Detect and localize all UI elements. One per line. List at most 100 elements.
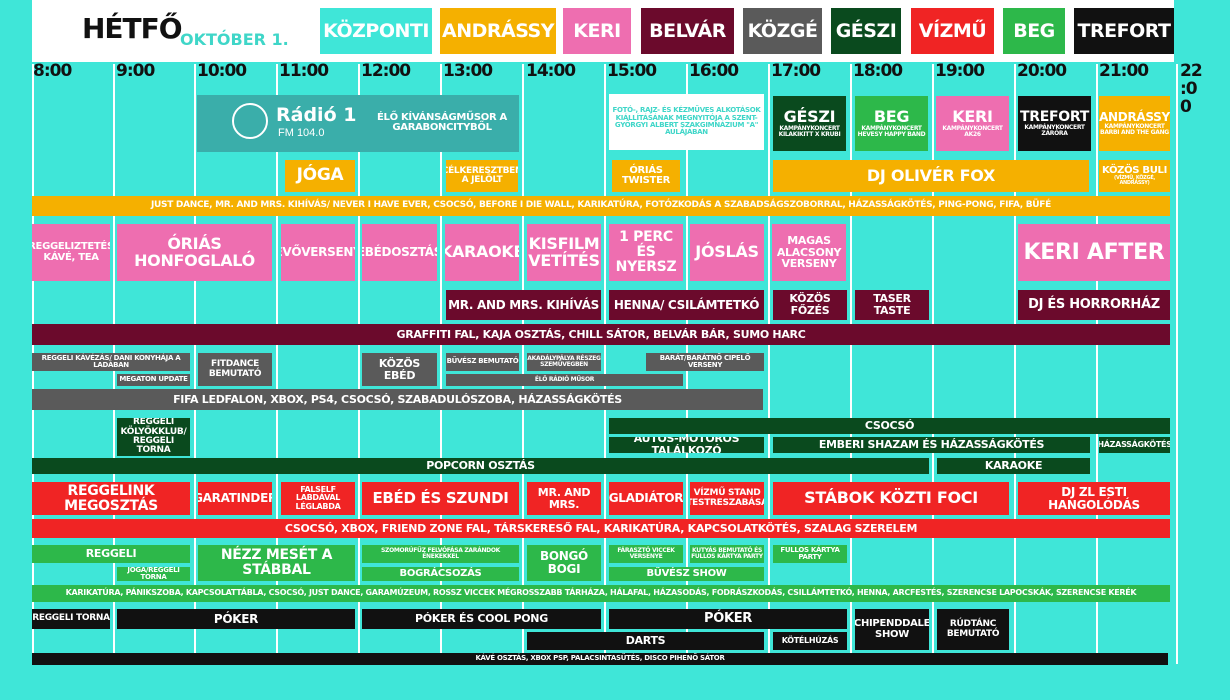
beg-bogracsozas[interactable]: BOGRÁCSOZÁS [362, 567, 519, 581]
belvar-event[interactable]: TASER TASTE [855, 290, 929, 320]
vizmu-event[interactable]: STÁBOK KÖZTI FOCI [773, 482, 1009, 515]
kozge-megaton[interactable]: MEGATON UPDATE [117, 374, 190, 386]
vizmu-event[interactable]: FALSELF LABDÁVAL LÉGLABDA [281, 482, 355, 515]
belvar-event[interactable]: DJ ÉS HORRORHÁZ [1018, 290, 1170, 320]
celkeresztben-event[interactable]: CÉLKERESZTBEN A JELÖLT [446, 160, 518, 192]
tab-beg[interactable]: BEG [1003, 8, 1065, 54]
tab-andrassy[interactable]: ANDRÁSSY [440, 8, 556, 54]
keri-event[interactable]: ÓRIÁS HONFOGLALÓ [117, 224, 272, 281]
kozge-fitdance[interactable]: FITDANCE BEMUTATÓ [198, 353, 272, 386]
geszi-autos[interactable]: AUTÓS-MOTOROS TALÁLKOZÓ [609, 437, 764, 453]
beg-szomorufuz[interactable]: SZOMORÚFŰZ FELVÓFÁSA ZARÁNDOK ÉNEKEKKEL [362, 545, 519, 563]
geszi-csocso[interactable]: CSOCSÓ [609, 418, 1170, 434]
geszi-concert-title: GÉSZI [783, 106, 836, 126]
andrassy-bar[interactable]: JUST DANCE, MR. AND MRS. KIHÍVÁS/ NEVER … [32, 196, 1170, 216]
keri-event[interactable]: REGGELIZTETÉS KÁVÉ, TEA [32, 224, 110, 281]
trefort-poker-cool[interactable]: PÓKER ÉS COOL PONG [362, 609, 601, 629]
kozge-buvesz[interactable]: BŰVÉSZ BEMUTATÓ [446, 353, 519, 371]
keri-event[interactable]: EVŐVERSENY [281, 224, 355, 281]
geszi-popcorn[interactable]: POPCORN OSZTÁS [32, 458, 929, 474]
tab-geszi[interactable]: GÉSZI [831, 8, 901, 54]
hour-label: 13:00 [443, 61, 493, 81]
beg-bar[interactable]: KARIKATÚRA, PÁNIKSZOBA, KAPCSOLATTÁBLA, … [32, 585, 1170, 602]
geszi-karaoke[interactable]: KARAOKE [937, 458, 1090, 474]
hour-gridline [194, 64, 196, 664]
hour-gridline [440, 64, 442, 664]
tab-kozponti[interactable]: KÖZPONTI [320, 8, 432, 54]
dj-oliver-event[interactable]: DJ OLIVÉR FOX [773, 160, 1089, 192]
hour-gridline [276, 64, 278, 664]
orias-twister-event[interactable]: ÓRIÁS TWISTER [612, 160, 680, 192]
kozge-barat[interactable]: BARÁT/BARÁTNŐ CIPELŐ VERSENY [646, 353, 764, 371]
tab-trefort[interactable]: TREFORT [1074, 8, 1174, 54]
trefort-bar[interactable]: KÁVÉ OSZTÁS, XBOX PSP, PALACSINTASÜTÉS, … [32, 653, 1168, 665]
hour-gridline [1096, 64, 1098, 664]
geszi-shazam[interactable]: EMBERI SHAZAM ÉS HÁZASSÁGKÖTÉS [773, 437, 1090, 453]
day-title: HÉTFŐ [82, 12, 183, 45]
vizmu-event[interactable]: GLADIÁTOR [609, 482, 683, 515]
beg-concert-sub: KAMPÁNYKONCERT HEVESY HAPPY BAND [857, 124, 926, 138]
keri-event[interactable]: EBÉDOSZTÁS [362, 224, 437, 281]
vizmu-event[interactable]: REGGELINK MEGOSZTÁS [32, 482, 190, 515]
kozge-reggeli-kavezas[interactable]: REGGELI KÁVÉZÁS/ DANI KONYHÁJA A LADÁBAN [32, 353, 190, 371]
trefort-kotelhuzas[interactable]: KÖTÉLHÚZÁS [773, 632, 847, 650]
kozge-kozos-ebed[interactable]: KÖZÖS EBÉD [362, 353, 437, 386]
beg-reggeli[interactable]: REGGELI [32, 545, 190, 563]
keri-event[interactable]: KARAOKE [445, 224, 519, 281]
joga-event[interactable]: JÓGA [285, 160, 355, 192]
vizmu-event[interactable]: EBÉD ÉS SZUNDI [362, 482, 519, 515]
kozge-elo-radio[interactable]: ÉLŐ RÁDIÓ MŰSOR [446, 374, 683, 386]
vizmu-event[interactable]: GARATINDER [198, 482, 272, 515]
geszi-hazassag[interactable]: HÁZASSÁGKÖTÉS [1099, 437, 1170, 453]
vizmu-event[interactable]: MR. AND MRS. [527, 482, 601, 515]
beg-faraszto[interactable]: FÁRASZTÓ VICCEK VERSENYE [609, 545, 683, 563]
trefort-poker2[interactable]: PÓKER [609, 609, 847, 629]
tab-vizmu[interactable]: VÍZMŰ [911, 8, 994, 54]
hour-label: 10:00 [197, 61, 247, 81]
andrassy-concert-sub: KAMPÁNYKONCERT BARBI AND THE GANG [1100, 122, 1169, 136]
hour-gridline [1176, 64, 1178, 664]
belvar-event[interactable]: MR. AND MRS. KIHÍVÁS [446, 290, 601, 320]
beg-fullos[interactable]: FULLOS KÁRTYA PARTY [773, 545, 847, 563]
tab-keri[interactable]: KERI [563, 8, 631, 54]
keri-event[interactable]: 1 PERC ÉS NYERSZ [609, 224, 683, 281]
kozos-buli-sub: (VÍZMŰ, KÖZGÉ, ANDRÁSSY) [1113, 175, 1156, 187]
tab-belvar[interactable]: BELVÁR [641, 8, 734, 54]
kozos-buli-event[interactable]: KÖZÖS BULI (VÍZMŰ, KÖZGÉ, ANDRÁSSY) [1099, 160, 1170, 192]
keri-concert[interactable]: KERI KAMPÁNYKONCERT AK26 [936, 96, 1009, 151]
hour-label: 19:00 [935, 61, 985, 81]
hour-label: 20:00 [1017, 61, 1067, 81]
beg-joga-torna[interactable]: JÓGA/REGGELI TORNA [117, 567, 190, 581]
kozge-akadaly[interactable]: AKADÁLYPÁLYA RÉSZEG SZEMÜVEGBEN [527, 353, 601, 371]
beg-nezz-meset[interactable]: NÉZZ MESÉT A STÁBBAL [198, 545, 355, 581]
trefort-chipenddale[interactable]: CHIPENDDALE SHOW [855, 609, 929, 650]
beg-bongo[interactable]: BONGÓ BOGI [527, 545, 601, 581]
keri-event[interactable]: MAGAS ALACSONY VERSENY [772, 224, 846, 281]
keri-event[interactable]: KERI AFTER [1018, 224, 1170, 281]
kozge-bar[interactable]: FIFA LEDFALON, XBOX, PS4, CSOCSÓ, SZABAD… [32, 389, 763, 410]
keri-event[interactable]: JÓSLÁS [690, 224, 764, 281]
belvar-event[interactable]: KÖZÖS FŐZÉS [773, 290, 847, 320]
kozos-buli-title: KÖZÖS BULI [1101, 164, 1168, 176]
belvar-event[interactable]: HENNA/ CSILÁMTETKÓ [609, 290, 764, 320]
belvar-bar[interactable]: GRAFFITI FAL, KAJA OSZTÁS, CHILL SÁTOR, … [32, 324, 1170, 345]
trefort-concert[interactable]: TREFORT KAMPÁNYKONCERT ZÁRÓRA [1018, 96, 1091, 151]
hour-gridline [850, 64, 852, 664]
geszi-kolyokklub[interactable]: REGGELI KÖLYÖKKLUB/ REGGELI TORNA [117, 418, 190, 456]
keri-event[interactable]: KISFILM VETÍTÉS [527, 224, 601, 281]
tab-kozge[interactable]: KÖZGÉ [743, 8, 822, 54]
andrassy-concert[interactable]: ANDRÁSSY KAMPÁNYKONCERT BARBI AND THE GA… [1099, 96, 1170, 151]
vizmu-event[interactable]: DJ ZL ESTI HANGOLÓDÁS [1018, 482, 1170, 515]
trefort-darts[interactable]: DARTS [527, 632, 764, 650]
hour-label: 14:00 [526, 61, 576, 81]
beg-buvesz-show[interactable]: BŰVÉSZ SHOW [609, 567, 764, 581]
trefort-rudtanc[interactable]: RÚDTÁNC BEMUTATÓ [937, 609, 1009, 650]
vizmu-bar[interactable]: CSOCSÓ, XBOX, FRIEND ZONE FAL, TÁRSKERES… [32, 519, 1170, 538]
trefort-poker1[interactable]: PÓKER [117, 609, 355, 629]
vizmu-event[interactable]: VÍZMŰ STAND TESTRESZABÁSA [690, 482, 764, 515]
geszi-concert[interactable]: GÉSZI KAMPÁNYKONCERT KILAKIKITT X KRUBI [773, 96, 846, 151]
beg-concert[interactable]: BEG KAMPÁNYKONCERT HEVESY HAPPY BAND [855, 96, 928, 151]
exhibition-event[interactable]: FOTÓ-, RAJZ- ÉS KÉZMŰVES ALKOTÁSOK KIÁLL… [609, 94, 764, 150]
trefort-reggeli-torna[interactable]: REGGELI TORNA [32, 609, 110, 629]
beg-kutyas[interactable]: KUTYÁS BEMUTATÓ ÉS FULLOS KÁRTYA PARTY [690, 545, 764, 563]
